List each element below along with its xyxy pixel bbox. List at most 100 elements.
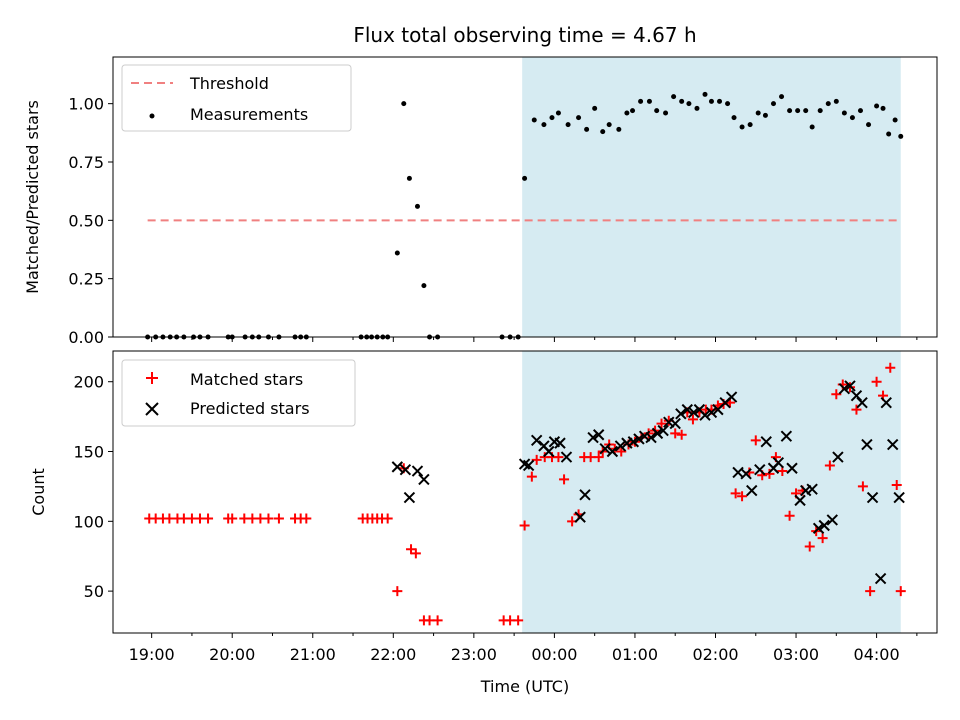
measurement-point <box>414 203 420 209</box>
measurement-point <box>717 98 723 104</box>
y-tick-label: 150 <box>73 443 104 462</box>
matched-legend-marker <box>146 372 158 384</box>
predicted-legend-label: Predicted stars <box>190 399 310 418</box>
matched-star-marker <box>831 389 842 400</box>
measurement-point <box>671 94 677 100</box>
predicted-star-marker <box>651 427 664 440</box>
matched-star-marker <box>410 548 421 559</box>
predicted-star-marker <box>874 572 887 585</box>
counts-y-ticks: 50 100 150 200 <box>73 373 113 601</box>
predicted-star-marker <box>627 436 640 448</box>
matched-star-marker <box>203 513 214 524</box>
counts-y-axis-label: Count <box>29 468 48 516</box>
measurements-legend-label: Measurements <box>190 105 308 124</box>
y-tick-label: 0.00 <box>68 328 104 347</box>
predicted-star-marker <box>403 491 416 504</box>
matched-star-marker <box>750 435 761 446</box>
measurement-point <box>880 105 886 111</box>
predicted-star-marker <box>699 409 711 421</box>
measurement-point <box>702 91 708 97</box>
matched-star-marker <box>513 615 524 626</box>
predicted-star-marker <box>574 511 586 523</box>
measurement-point <box>600 129 606 135</box>
counts-x-ticks: 19:00 20:00 21:00 22:00 23:00 00:00 01:00 02:00… <box>129 633 918 664</box>
measurement-point <box>725 101 731 107</box>
measurement-point <box>898 133 904 139</box>
ratio-legend: Threshold Measurements <box>121 64 352 132</box>
y-tick-label: 200 <box>73 373 104 392</box>
matched-star-marker <box>263 513 274 524</box>
counts-panel: 50 100 150 200 19:00 20:00 21:00 22:00 23:00 00:… <box>29 350 938 696</box>
ratio-panel: 0.00 0.25 0.50 0.75 1.00 Matched/Predicted s… <box>23 56 938 347</box>
matched-star-marker <box>804 541 815 552</box>
predicted-star-marker <box>543 445 555 458</box>
matched-star-marker <box>865 586 876 597</box>
matched-star-marker <box>432 615 443 626</box>
measurement-point <box>406 175 412 181</box>
matched-star-marker <box>851 404 862 415</box>
measurement-point <box>866 122 872 128</box>
matched-star-marker <box>531 454 542 465</box>
measurement-point <box>795 108 801 114</box>
matched-star-marker <box>519 520 530 531</box>
counts-legend: Matched stars Predicted stars <box>121 359 356 427</box>
predicted-star-marker <box>522 459 535 472</box>
x-tick-label: 20:00 <box>209 645 255 664</box>
measurements-layer <box>145 91 904 340</box>
y-tick-label: 0.75 <box>68 153 104 172</box>
measurement-point <box>747 122 753 128</box>
measurement-point <box>646 98 652 104</box>
measurement-point <box>755 110 761 116</box>
measurement-point <box>630 108 636 114</box>
measurement-point <box>565 122 571 128</box>
predicted-star-marker <box>669 417 681 430</box>
ratio-y-axis-label: Matched/Predicted stars <box>23 100 42 294</box>
predicted-star-marker <box>786 462 798 474</box>
matched-star-marker <box>857 481 868 492</box>
ratio-axes-frame <box>112 56 938 338</box>
measurement-point <box>809 124 815 130</box>
measurement-point <box>686 101 692 107</box>
predicted-star-marker <box>794 494 806 507</box>
predicted-star-marker <box>418 473 430 486</box>
measurement-point <box>731 115 737 121</box>
chart-title: Flux total observing time = 4.67 h <box>353 23 696 47</box>
predicted-star-marker <box>688 406 700 419</box>
measurement-point <box>825 101 831 107</box>
x-tick-label: 00:00 <box>531 645 577 664</box>
predicted-star-marker <box>725 391 738 403</box>
predicted-star-marker <box>579 489 591 501</box>
measurement-point <box>576 115 582 121</box>
measurement-point <box>401 101 407 107</box>
matched-legend-label: Matched stars <box>190 370 303 389</box>
measurement-point <box>663 110 669 116</box>
matched-star-marker <box>392 586 403 597</box>
matched-star-marker <box>730 488 741 499</box>
matched-star-marker <box>656 418 667 429</box>
matched-star-marker <box>273 513 284 524</box>
measurement-point <box>606 122 612 128</box>
predicted-star-marker <box>844 380 856 392</box>
ratio-y-ticks: 0.00 0.25 0.50 0.75 1.00 <box>68 95 113 347</box>
predicted-star-marker <box>592 429 605 441</box>
predicted-star-marker <box>880 396 892 409</box>
matched-star-marker <box>616 446 627 457</box>
matched-star-marker <box>593 452 604 463</box>
x-tick-label: 02:00 <box>692 645 738 664</box>
measurement-point <box>857 108 863 114</box>
predicted-star-marker <box>530 434 543 447</box>
predicted-star-marker <box>838 382 851 395</box>
matched-star-marker <box>737 491 748 502</box>
predicted-star-marker <box>411 465 424 477</box>
predicted-star-marker <box>554 437 566 449</box>
predicted-star-marker <box>832 451 844 463</box>
measurement-point <box>694 105 700 111</box>
x-tick-label: 22:00 <box>370 645 416 664</box>
matched-star-marker <box>676 429 687 440</box>
predicted-star-marker <box>645 431 657 444</box>
ratio-legend-box <box>121 64 352 132</box>
predicted-star-marker <box>812 522 825 535</box>
matched-star-marker <box>670 428 681 439</box>
predicted-star-marker <box>740 468 752 480</box>
